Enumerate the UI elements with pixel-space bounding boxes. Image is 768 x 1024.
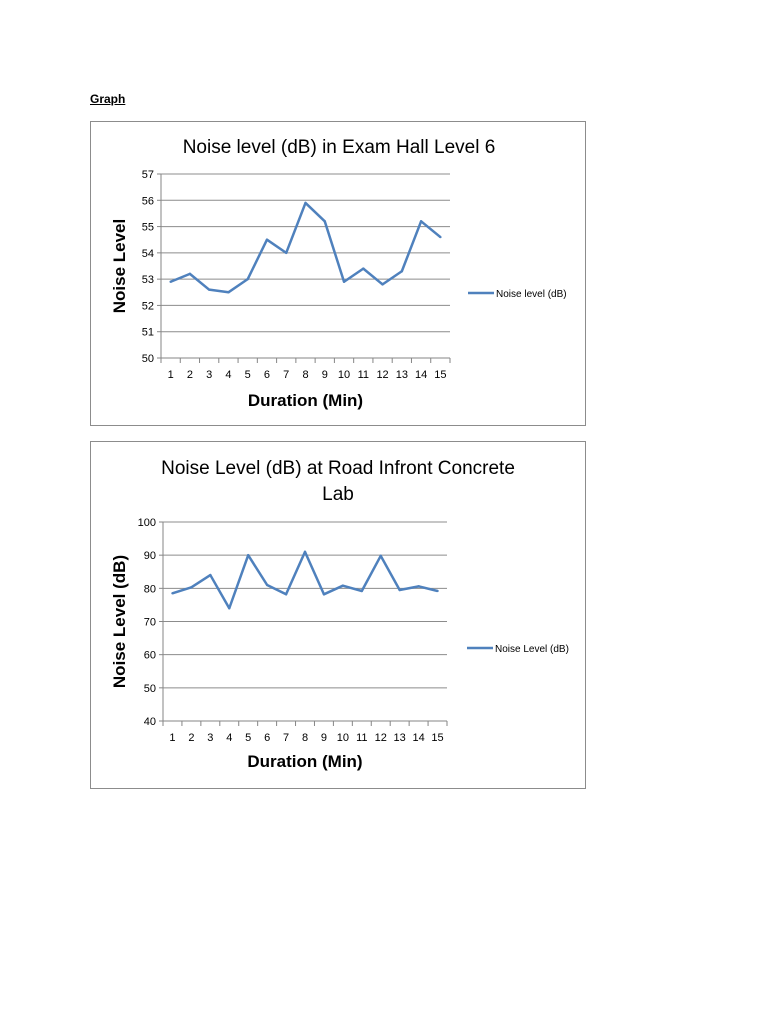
x-tick-label: 3 — [207, 732, 213, 744]
data-point — [190, 586, 193, 589]
data-point — [323, 220, 326, 223]
data-point — [342, 280, 346, 283]
x-tick-label: 11 — [358, 369, 369, 381]
road-chart-svg: Noise Level (dB) at Road Infront Concret… — [110, 458, 569, 771]
page-heading: Graph — [90, 92, 126, 106]
data-point — [227, 291, 230, 294]
y-tick-label: 70 — [144, 617, 156, 629]
y-tick-label: 53 — [142, 274, 154, 286]
x-tick-label: 8 — [302, 732, 308, 744]
y-tick-label: 60 — [144, 650, 156, 662]
y-tick-label: 40 — [144, 716, 156, 728]
exam-hall-noise-chart: Noise level (dB) in Exam Hall Level 6 50 5… — [90, 121, 586, 426]
data-point — [322, 593, 326, 596]
data-point — [169, 280, 172, 283]
y-tick-label: 90 — [144, 550, 156, 562]
x-tick-label: 5 — [245, 732, 251, 744]
x-tick-label: 2 — [187, 369, 193, 381]
data-point — [303, 550, 307, 554]
data-point — [360, 589, 363, 593]
x-tick-label: 7 — [283, 732, 289, 744]
y-tick-label: 55 — [142, 222, 154, 234]
x-tick-label: 15 — [434, 369, 446, 381]
x-tick-label: 3 — [206, 369, 212, 381]
data-point — [228, 607, 231, 610]
y-tick-label: 50 — [142, 353, 154, 365]
legend-label: Noise Level (dB) — [495, 644, 569, 655]
data-point — [171, 592, 174, 595]
x-tick-label: 2 — [188, 732, 194, 744]
data-point — [207, 288, 211, 291]
y-axis-title: Noise Level — [110, 219, 129, 314]
y-tick-label: 50 — [144, 683, 156, 695]
x-tick-label: 4 — [225, 369, 231, 381]
y-axis-title: Noise Level (dB) — [110, 555, 129, 688]
road-noise-chart: Noise Level (dB) at Road Infront Concret… — [90, 441, 586, 789]
legend-label: Noise level (dB) — [496, 289, 567, 300]
exam-hall-chart-svg: Noise level (dB) in Exam Hall Level 6 50 5… — [110, 137, 567, 410]
data-point — [246, 277, 249, 281]
x-tick-label: 4 — [226, 732, 232, 744]
data-point — [284, 593, 288, 596]
chart-title-line: Noise Level (dB) at Road Infront Concret… — [161, 458, 515, 479]
y-tick-label: 51 — [142, 327, 154, 339]
y-tick-label: 54 — [142, 248, 154, 260]
data-point — [188, 272, 192, 276]
y-tick-label: 80 — [144, 583, 156, 595]
x-tick-label: 12 — [375, 732, 387, 744]
y-tick-label: 100 — [138, 517, 156, 529]
x-axis-title: Duration (Min) — [248, 391, 363, 410]
data-point — [209, 573, 212, 577]
x-tick-label: 13 — [394, 732, 406, 744]
x-tick-label: 7 — [283, 369, 289, 381]
data-point — [381, 283, 384, 286]
x-tick-label: 11 — [356, 732, 367, 744]
x-tick-label: 5 — [245, 369, 251, 381]
x-tick-label: 9 — [321, 732, 327, 744]
x-tick-label: 14 — [412, 732, 424, 744]
data-point — [362, 267, 365, 270]
data-point — [417, 585, 420, 588]
data-point — [398, 588, 401, 592]
data-point — [341, 584, 345, 587]
y-tick-label: 52 — [142, 300, 154, 312]
x-tick-label: 14 — [415, 369, 427, 381]
x-tick-label: 12 — [376, 369, 388, 381]
data-point — [379, 554, 382, 558]
series-line — [172, 550, 438, 610]
data-point — [265, 583, 269, 587]
x-tick-label: 10 — [337, 732, 349, 744]
chart-title-line: Lab — [322, 484, 354, 505]
data-point — [304, 201, 307, 205]
x-tick-label: 8 — [302, 369, 308, 381]
data-point — [439, 235, 442, 239]
x-tick-label: 15 — [431, 732, 443, 744]
data-point — [436, 589, 439, 593]
x-tick-label: 10 — [338, 369, 350, 381]
x-axis-title: Duration (Min) — [247, 752, 362, 771]
data-point — [247, 553, 250, 557]
x-tick-label: 1 — [168, 369, 174, 381]
data-point — [265, 238, 269, 241]
x-tick-label: 6 — [264, 369, 270, 381]
data-point — [419, 220, 423, 223]
x-tick-label: 1 — [169, 732, 175, 744]
data-point — [285, 251, 288, 255]
data-point — [400, 270, 404, 273]
x-tick-label: 6 — [264, 732, 270, 744]
x-tick-label: 9 — [322, 369, 328, 381]
y-tick-label: 56 — [142, 195, 154, 207]
x-tick-label: 13 — [396, 369, 408, 381]
chart-title-line: Noise level (dB) in Exam Hall Level 6 — [183, 137, 496, 158]
y-tick-label: 57 — [142, 169, 154, 181]
